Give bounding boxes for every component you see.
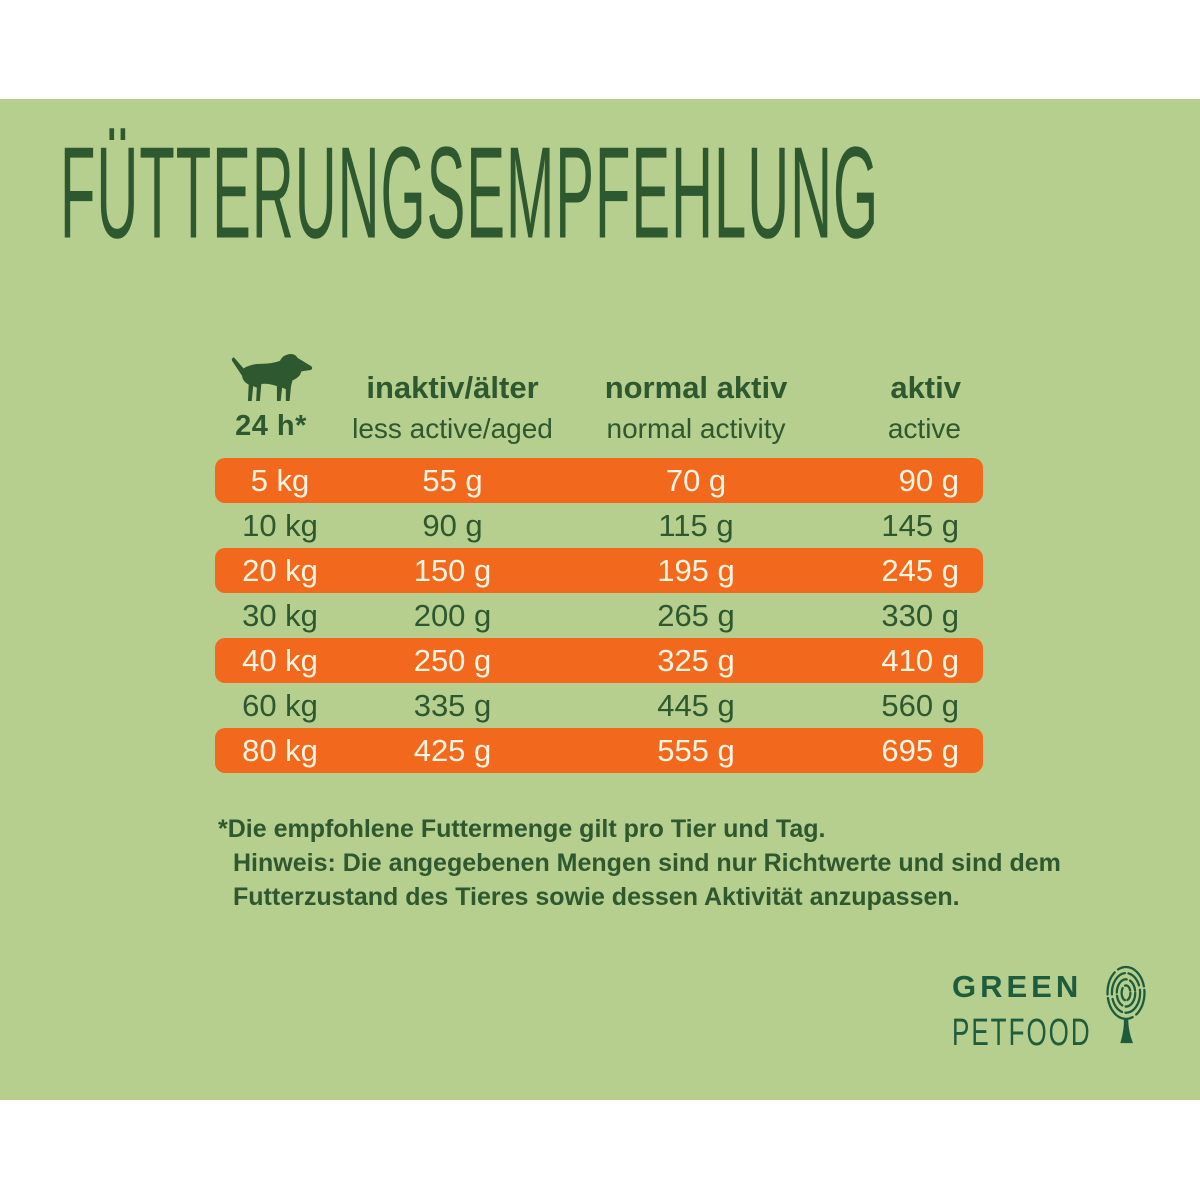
column-header-active-en: active <box>887 412 961 444</box>
weight-cell: 10 kg <box>242 507 318 543</box>
weight-cell: 80 kg <box>242 732 318 768</box>
footnote-line-2: Hinweis: Die angegebenen Mengen sind nur… <box>233 849 1061 877</box>
amount-active-cell: 695 g <box>881 732 959 768</box>
amount-inactive-cell: 55 g <box>422 462 483 498</box>
amount-normal-cell: 325 g <box>657 642 735 678</box>
column-header-inactive-de: inaktiv/älter <box>366 370 539 406</box>
table-header-row: 24 h* inaktiv/älter less active/aged nor… <box>215 352 983 443</box>
table-row: 10 kg 90 g 115 g 145 g <box>215 503 983 548</box>
amount-active-cell: 330 g <box>881 597 959 633</box>
amount-normal-cell: 445 g <box>657 687 735 723</box>
amount-active-cell: 245 g <box>881 552 959 588</box>
table-row: 5 kg 55 g 70 g 90 g <box>215 458 983 503</box>
column-header-inactive: inaktiv/älter less active/aged <box>345 372 560 443</box>
amount-normal-cell: 195 g <box>657 552 735 588</box>
page-title-text: FÜTTERUNGSEMPFEHLUNG <box>60 120 880 267</box>
table-row: 20 kg 150 g 195 g 245 g <box>215 548 983 593</box>
column-header-inactive-en: less active/aged <box>352 412 553 444</box>
table-row: 60 kg 335 g 445 g 560 g <box>215 683 983 728</box>
amount-inactive-cell: 250 g <box>413 642 492 678</box>
amount-inactive-cell: 425 g <box>413 732 492 768</box>
per-day-label: 24 h* <box>235 410 307 442</box>
amount-active-cell: 90 g <box>898 462 959 498</box>
green-petfood-logo: GREEN PETFOOD <box>952 963 1150 1051</box>
amount-inactive-cell: 150 g <box>413 552 492 588</box>
amount-normal-cell: 70 g <box>665 462 727 498</box>
logo-brand-bottom: PETFOOD <box>952 1010 1092 1054</box>
footnote: *Die empfohlene Futtermenge gilt pro Tie… <box>218 812 1061 914</box>
table-body: 5 kg 55 g 70 g 90 g 10 kg 90 g 115 g 145… <box>215 458 983 773</box>
dog-header-cell: 24 h* <box>215 352 327 443</box>
amount-active-cell: 145 g <box>881 507 959 543</box>
amount-normal-cell: 115 g <box>658 507 734 543</box>
weight-cell: 40 kg <box>242 642 318 678</box>
amount-normal-cell: 265 g <box>657 597 735 633</box>
column-header-normal-de: normal aktiv <box>604 370 788 406</box>
amount-inactive-cell: 335 g <box>413 687 492 723</box>
amount-active-cell: 560 g <box>881 687 959 723</box>
logo-text: GREEN PETFOOD <box>952 963 1092 1051</box>
table-row: 30 kg 200 g 265 g 330 g <box>215 593 983 638</box>
dog-icon <box>231 354 313 402</box>
weight-cell: 30 kg <box>242 597 318 633</box>
footnote-line-3: Futterzustand des Tieres sowie dessen Ak… <box>233 883 960 911</box>
weight-cell: 20 kg <box>242 552 318 588</box>
amount-inactive-cell: 90 g <box>422 507 483 543</box>
amount-inactive-cell: 200 g <box>413 597 492 633</box>
weight-cell: 60 kg <box>242 687 318 723</box>
footnote-line-1: *Die empfohlene Futtermenge gilt pro Tie… <box>218 815 826 843</box>
amount-normal-cell: 555 g <box>657 732 735 768</box>
feeding-table: 24 h* inaktiv/älter less active/aged nor… <box>215 352 983 773</box>
fingerprint-tree-icon <box>1106 965 1146 1044</box>
page-title: FÜTTERUNGSEMPFEHLUNG <box>60 125 980 260</box>
green-background-panel <box>0 99 1200 1100</box>
table-row: 80 kg 425 g 555 g 695 g <box>215 728 983 773</box>
column-header-normal: normal aktiv normal activity <box>560 372 832 443</box>
weight-cell: 5 kg <box>250 462 310 498</box>
logo-brand-top: GREEN <box>952 969 1083 1004</box>
column-header-active: aktiv active <box>832 372 983 443</box>
amount-active-cell: 410 g <box>881 642 959 678</box>
column-header-active-de: aktiv <box>890 370 961 406</box>
table-row: 40 kg 250 g 325 g 410 g <box>215 638 983 683</box>
column-header-normal-en: normal activity <box>606 412 786 444</box>
